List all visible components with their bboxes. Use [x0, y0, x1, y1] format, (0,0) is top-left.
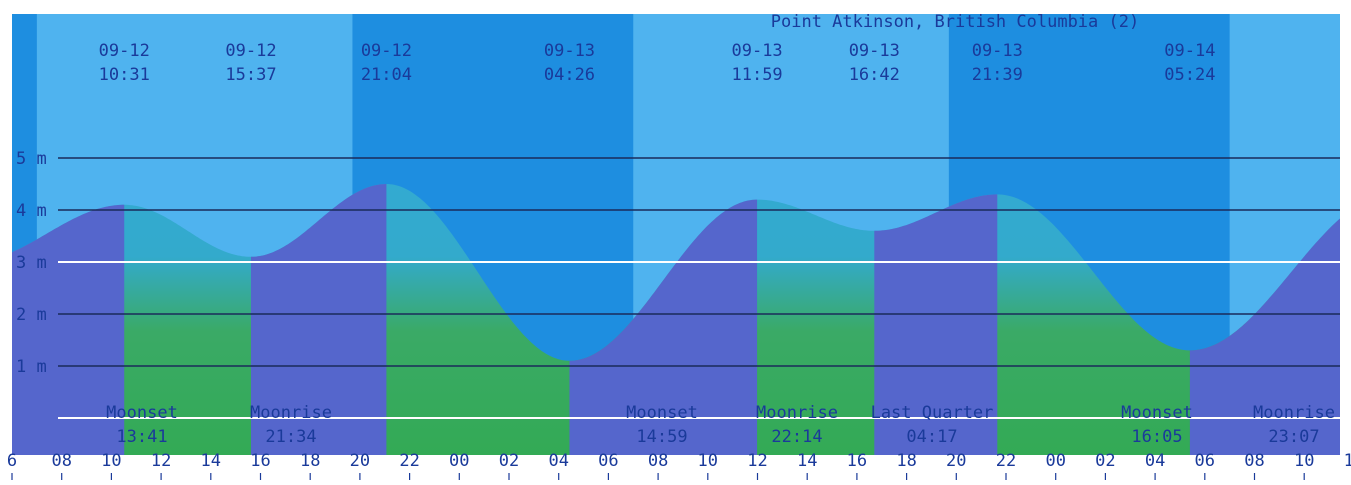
x-tick-label: 10 — [698, 451, 718, 471]
y-tick-label: 1 m — [16, 357, 47, 377]
x-tick-label: 04 — [548, 451, 568, 471]
extremum-time-label: 21:39 — [972, 65, 1023, 85]
extremum-time-label: 21:04 — [361, 65, 412, 85]
x-tick-label: 04 — [1145, 451, 1165, 471]
moon-event-time: 21:34 — [265, 427, 316, 447]
moon-event-time: 04:17 — [906, 427, 957, 447]
moon-event-label: Moonrise — [1253, 403, 1335, 423]
y-tick-label: 5 m — [16, 149, 47, 169]
x-tick-label: 12 — [151, 451, 171, 471]
y-tick-label: 2 m — [16, 305, 47, 325]
x-tick-label: 14 — [797, 451, 817, 471]
x-tick-label: 02 — [1095, 451, 1115, 471]
extremum-time-label: 05:24 — [1164, 65, 1215, 85]
extremum-date-label: 09-12 — [225, 41, 276, 61]
labels: 1 m 2 m 3 m 4 m 5 m Point Atkinson, British C… — [7, 12, 1351, 480]
x-tick-label: 22 — [399, 451, 419, 471]
x-tick-label: 06 — [598, 451, 618, 471]
x-tick-label: 18 — [300, 451, 320, 471]
moon-event-time: 13:41 — [116, 427, 167, 447]
rising-tide-band — [874, 184, 998, 455]
y-tick-label: 4 m — [16, 201, 47, 221]
x-tick-label: 08 — [648, 451, 668, 471]
x-tick-label: 20 — [946, 451, 966, 471]
extremum-date-label: 09-13 — [849, 41, 900, 61]
extremum-date-label: 09-12 — [361, 41, 412, 61]
moon-event-time: 16:05 — [1131, 427, 1182, 447]
moon-event-time: 22:14 — [771, 427, 822, 447]
moon-event-label: Moonset — [106, 403, 178, 423]
x-tick-label: 20 — [350, 451, 370, 471]
x-tick-label: 16 — [250, 451, 270, 471]
extremum-time-label: 11:59 — [731, 65, 782, 85]
x-tick-label: 10 — [101, 451, 121, 471]
x-tick-label: 08 — [51, 451, 71, 471]
extremum-date-label: 09-13 — [972, 41, 1023, 61]
extremum-date-label: 09-14 — [1164, 41, 1215, 61]
moon-event-label: Moonrise — [756, 403, 838, 423]
height-grid — [58, 157, 1340, 419]
x-tick-label: 06 — [1195, 451, 1215, 471]
x-tick-label: 12 — [1344, 451, 1351, 471]
x-tick-label: 08 — [1244, 451, 1264, 471]
x-tick-label: 00 — [1045, 451, 1065, 471]
x-tick-label: 22 — [996, 451, 1016, 471]
extremum-date-label: 09-13 — [731, 41, 782, 61]
extremum-date-label: 09-12 — [99, 41, 150, 61]
extremum-date-label: 09-13 — [544, 41, 595, 61]
x-tick-label: 6 — [7, 451, 17, 471]
x-tick-label: 00 — [449, 451, 469, 471]
moon-event-time: 14:59 — [636, 427, 687, 447]
moon-event-label: Moonrise — [250, 403, 332, 423]
x-tick-label: 02 — [499, 451, 519, 471]
extremum-time-label: 16:42 — [849, 65, 900, 85]
x-tick-label: 18 — [896, 451, 916, 471]
moon-event-time: 23:07 — [1268, 427, 1319, 447]
moon-event-label: Moonset — [626, 403, 698, 423]
extremum-time-label: 15:37 — [225, 65, 276, 85]
y-tick-label: 3 m — [16, 253, 47, 273]
moon-event-label: Moonset — [1121, 403, 1193, 423]
x-tick-label: 16 — [847, 451, 867, 471]
x-tick-label: 10 — [1294, 451, 1314, 471]
chart-title: Point Atkinson, British Columbia (2) — [771, 12, 1139, 32]
x-tick-label: 12 — [747, 451, 767, 471]
x-tick-label: 14 — [201, 451, 221, 471]
extremum-time-label: 04:26 — [544, 65, 595, 85]
extremum-time-label: 10:31 — [99, 65, 150, 85]
moon-event-label: Last Quarter — [871, 403, 994, 423]
